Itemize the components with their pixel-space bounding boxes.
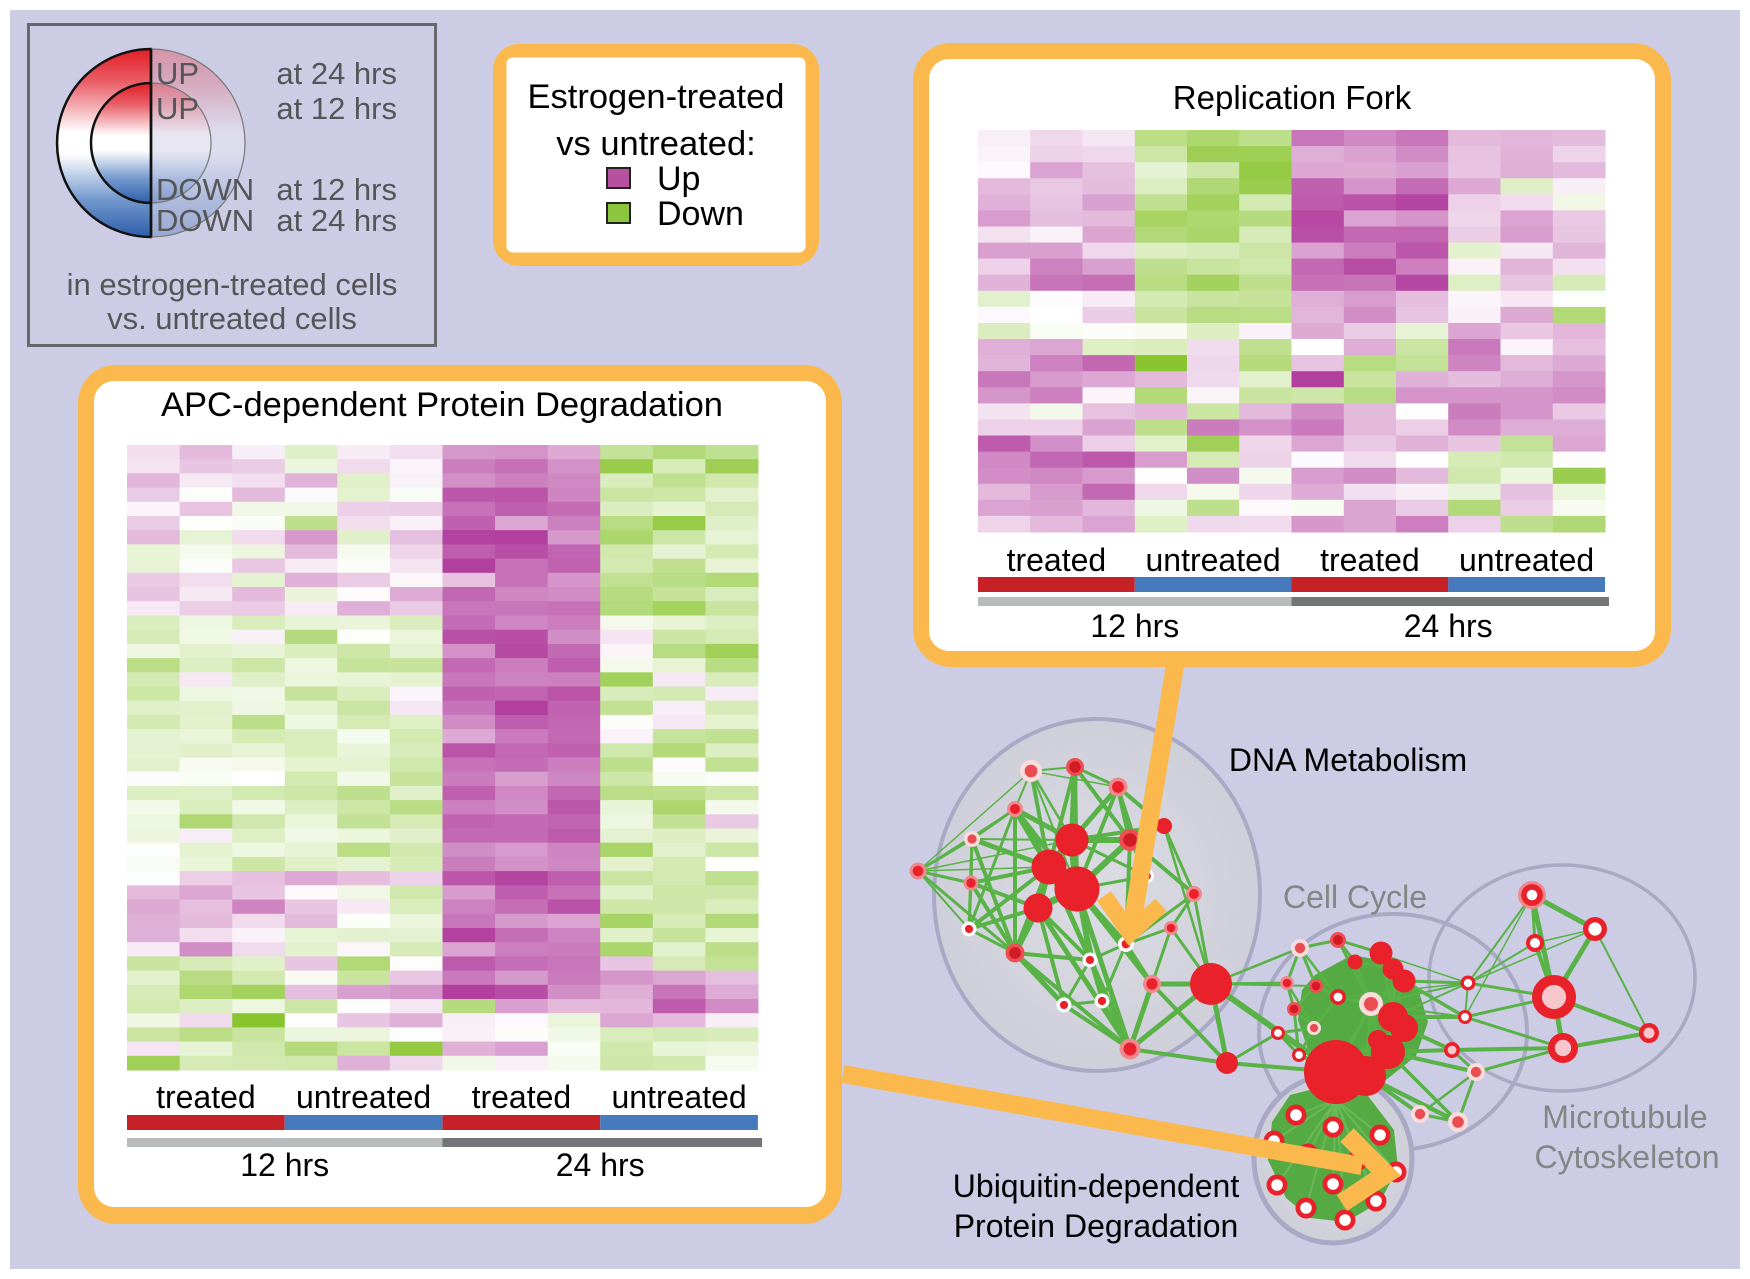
svg-text:APC-dependent Protein Degradat: APC-dependent Protein Degradation — [161, 386, 723, 424]
svg-text:at 24 hrs: at 24 hrs — [276, 203, 397, 238]
svg-text:Ubiquitin-dependent: Ubiquitin-dependent — [953, 1168, 1240, 1204]
svg-text:untreated: untreated — [611, 1079, 746, 1115]
svg-text:at 12 hrs: at 12 hrs — [276, 91, 397, 126]
svg-text:DOWN: DOWN — [156, 203, 254, 238]
svg-text:treated: treated — [1007, 542, 1107, 578]
svg-text:Replication Fork: Replication Fork — [1173, 79, 1412, 116]
svg-text:Protein Degradation: Protein Degradation — [954, 1208, 1239, 1244]
svg-text:UP: UP — [156, 56, 199, 91]
svg-text:DOWN: DOWN — [156, 172, 254, 207]
svg-text:in estrogen-treated cells: in estrogen-treated cells — [67, 267, 398, 302]
svg-text:Up: Up — [657, 160, 700, 198]
svg-text:at 12 hrs: at 12 hrs — [276, 172, 397, 207]
svg-text:Cell Cycle: Cell Cycle — [1283, 879, 1427, 915]
svg-text:12 hrs: 12 hrs — [240, 1147, 329, 1183]
svg-text:untreated: untreated — [1459, 542, 1594, 578]
svg-text:Cytoskeleton: Cytoskeleton — [1535, 1139, 1720, 1175]
svg-text:treated: treated — [472, 1079, 572, 1115]
svg-text:DNA Metabolism: DNA Metabolism — [1229, 742, 1467, 778]
svg-text:at 24 hrs: at 24 hrs — [276, 56, 397, 91]
svg-text:Down: Down — [657, 195, 744, 233]
svg-text:12 hrs: 12 hrs — [1090, 608, 1179, 644]
svg-text:treated: treated — [1320, 542, 1420, 578]
svg-text:24 hrs: 24 hrs — [1404, 608, 1493, 644]
svg-text:treated: treated — [156, 1079, 256, 1115]
svg-text:24 hrs: 24 hrs — [556, 1147, 645, 1183]
svg-text:vs untreated:: vs untreated: — [556, 125, 755, 163]
svg-text:untreated: untreated — [1145, 542, 1280, 578]
svg-text:Microtubule: Microtubule — [1542, 1099, 1707, 1135]
svg-text:UP: UP — [156, 91, 199, 126]
svg-text:untreated: untreated — [296, 1079, 431, 1115]
svg-text:Estrogen-treated: Estrogen-treated — [528, 78, 785, 116]
svg-text:vs. untreated cells: vs. untreated cells — [107, 301, 357, 336]
